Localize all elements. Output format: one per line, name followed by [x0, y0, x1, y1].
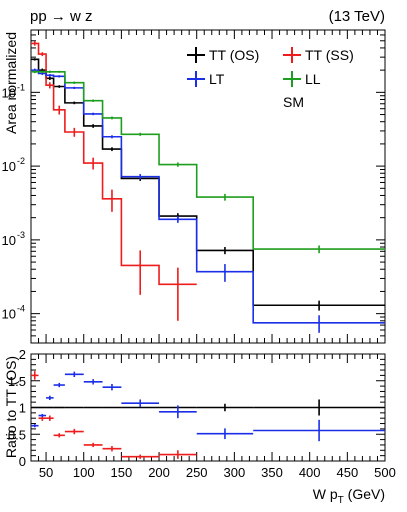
ratio-y-tick-label: 1.5: [8, 374, 26, 389]
ratio-y-tick-label: 0: [19, 454, 26, 469]
ratio-y-axis-label: Ratio to TT (OS): [3, 356, 19, 458]
y-tick-label-exponent: -2: [17, 156, 25, 166]
y-tick-label: 10: [2, 85, 16, 100]
main-plot: 10-110-210-310-4 Area normalized: [2, 29, 386, 344]
main-y-axis-label: Area normalized: [3, 32, 19, 134]
x-tick-label: 200: [148, 465, 170, 480]
x-tick-label: 150: [111, 465, 133, 480]
x-tick-label: 500: [374, 465, 396, 480]
ratio-y-tick-label: 1: [19, 401, 26, 416]
x-tick-label: 100: [73, 465, 95, 480]
legend-label: LL: [305, 71, 321, 87]
legend-label: TT (SS): [305, 47, 354, 63]
y-tick-label: 10: [2, 159, 16, 174]
x-tick-label: 450: [336, 465, 358, 480]
x-tick-label: 350: [261, 465, 283, 480]
x-tick-label: 300: [224, 465, 246, 480]
energy-label: (13 TeV): [329, 8, 385, 25]
ratio-y-tick-label: 2: [19, 347, 26, 362]
x-tick-label: 400: [299, 465, 321, 480]
legend: TT (OS) TT (SS) LT LL: [187, 47, 354, 87]
sm-tag: SM: [283, 94, 304, 110]
legend-label: LT: [209, 71, 225, 87]
x-tick-label: 250: [186, 465, 208, 480]
y-tick-label-exponent: -1: [17, 82, 25, 92]
x-tick-label: 50: [39, 465, 53, 480]
y-tick-label-exponent: -4: [17, 304, 25, 314]
y-tick-label: 10: [2, 233, 16, 248]
y-tick-label: 10: [2, 307, 16, 322]
ratio-y-tick-label: 0.5: [8, 427, 26, 442]
x-axis-label: W pT (GeV): [313, 486, 385, 506]
legend-label: TT (OS): [209, 47, 259, 63]
main-plot-frame: [30, 29, 386, 344]
y-tick-label-exponent: -3: [17, 230, 25, 240]
process-label: pp → w z: [30, 8, 93, 25]
histogram-line: [31, 70, 385, 250]
